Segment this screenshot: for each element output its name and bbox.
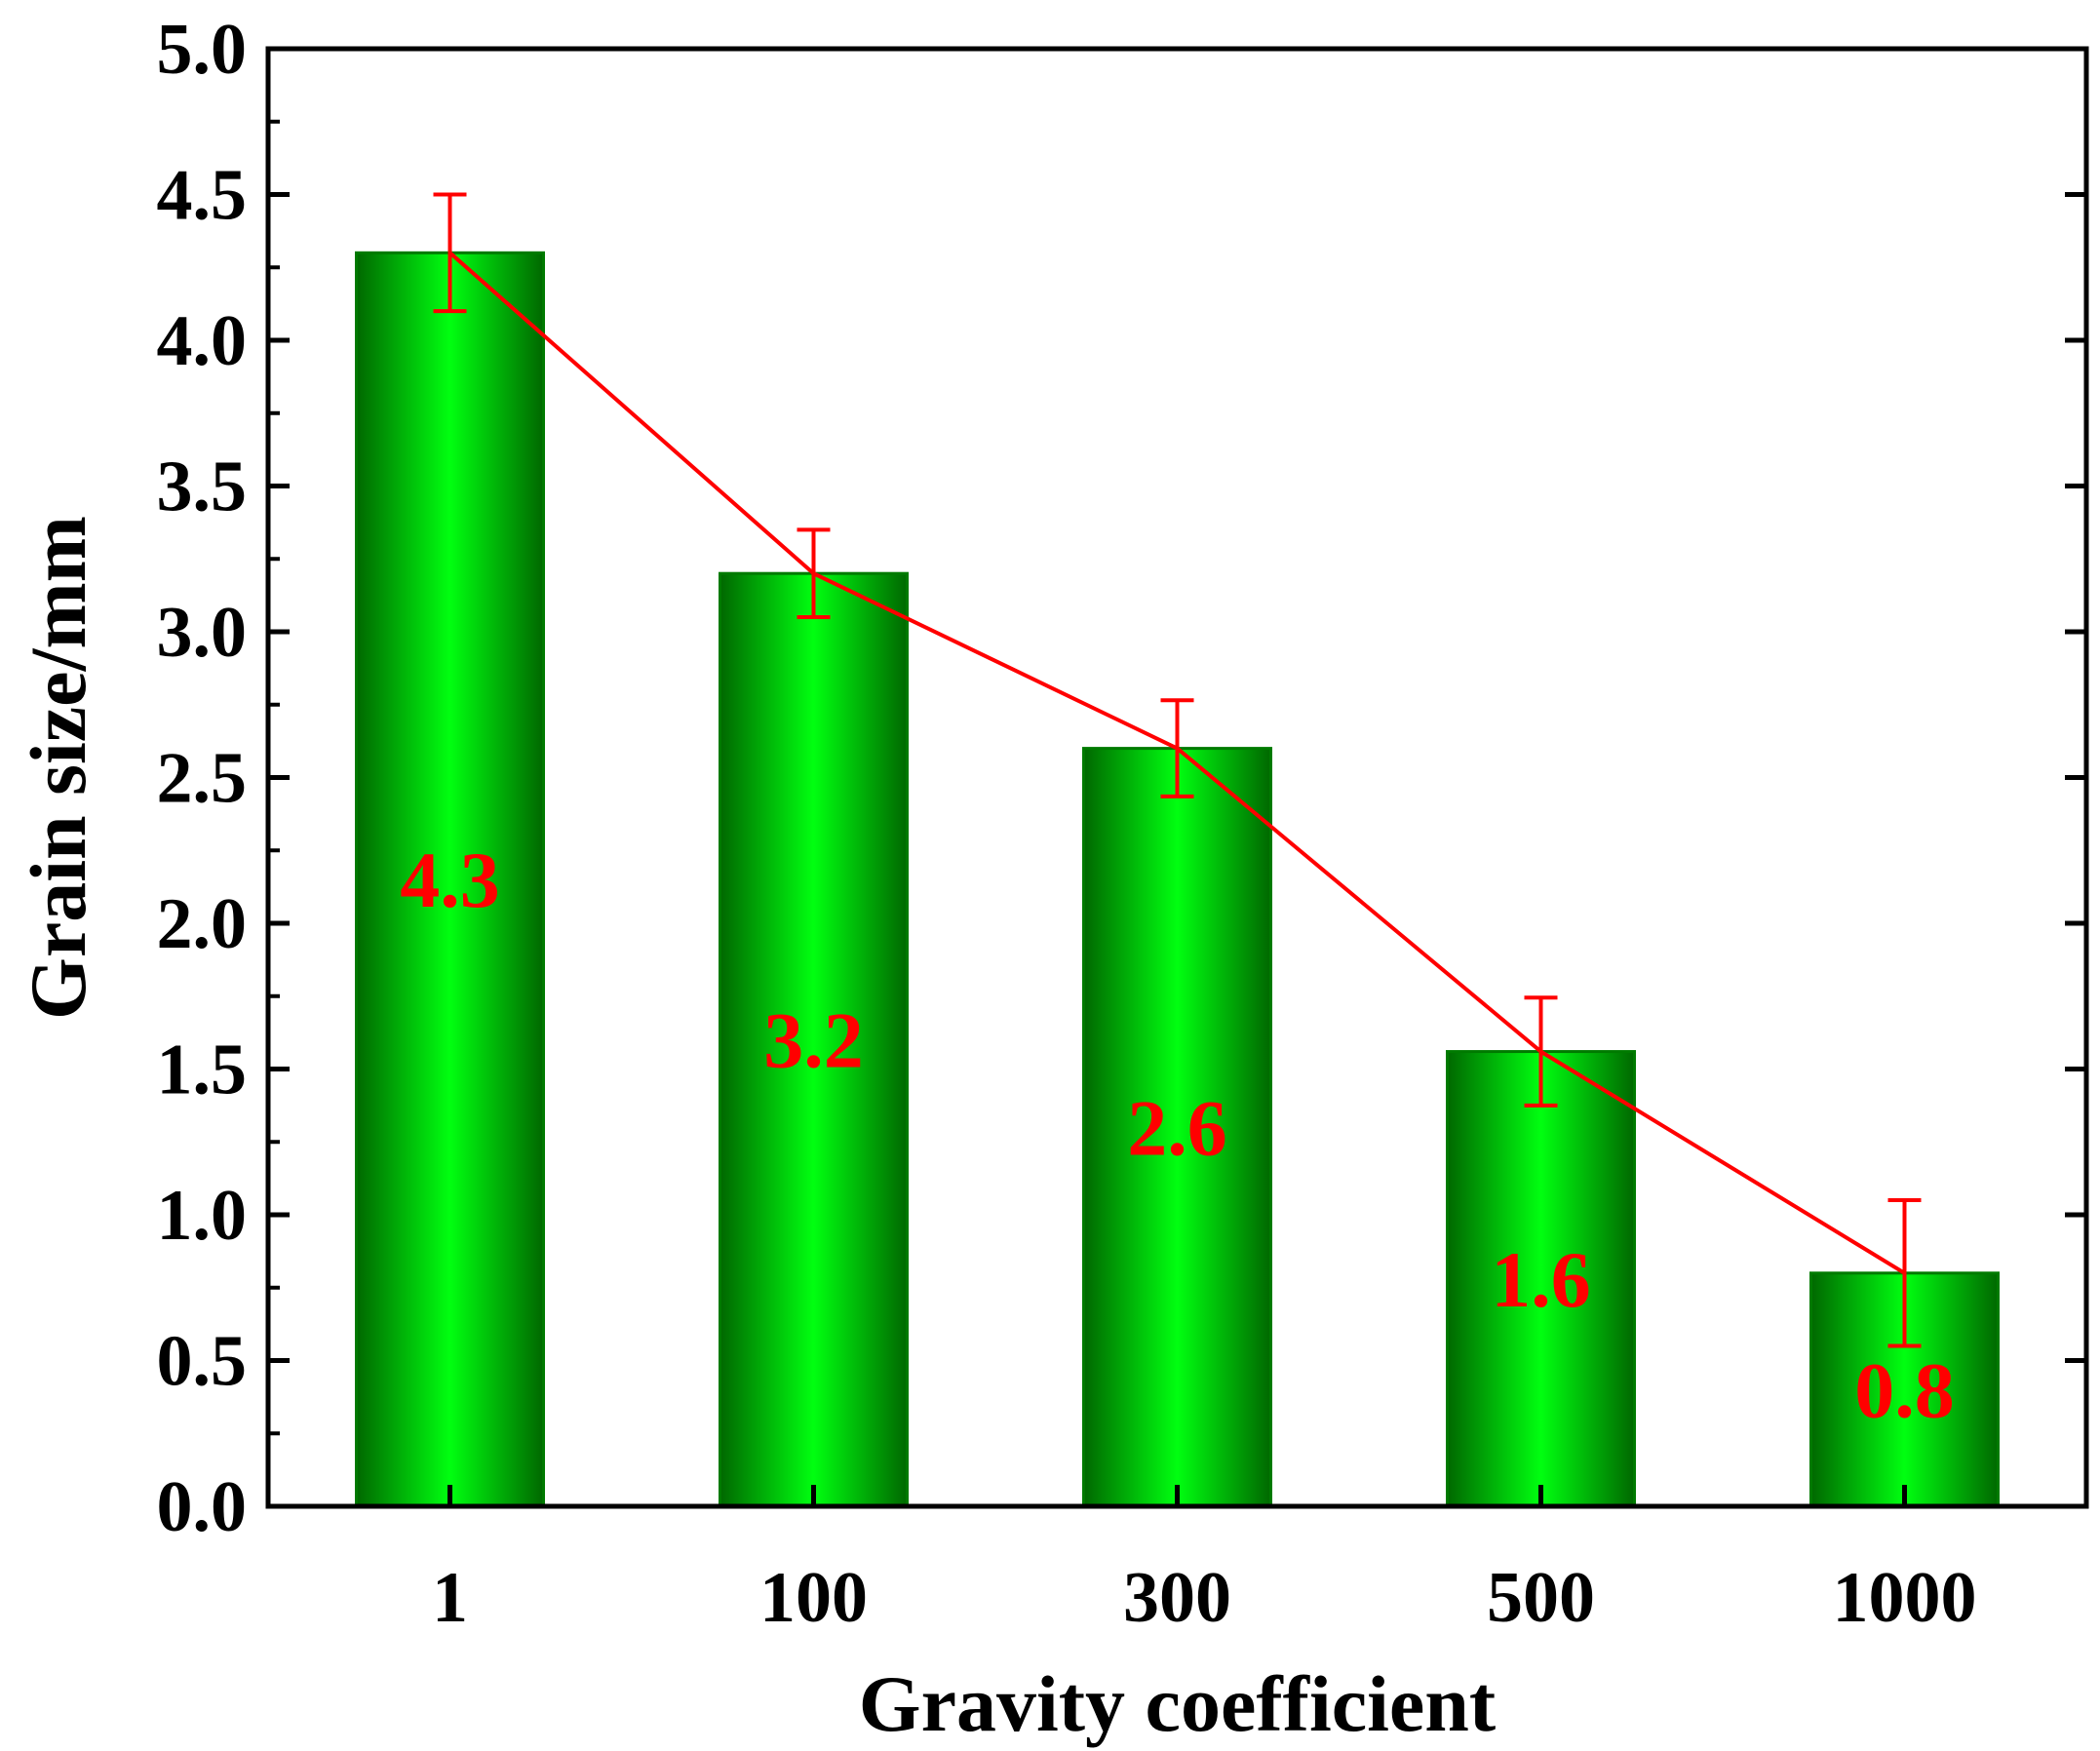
y-tick-label: 0.5 — [157, 1322, 248, 1402]
x-tick-label-1: 1 — [432, 1558, 468, 1638]
error-bar-300 — [1160, 698, 1194, 798]
y-tick-label: 3.5 — [157, 447, 248, 527]
x-tick-label-500: 500 — [1487, 1558, 1595, 1638]
y-tick-label: 3.0 — [157, 593, 248, 673]
x-tick-label-300: 300 — [1123, 1558, 1231, 1638]
data-label-100: 3.2 — [763, 996, 864, 1085]
y-tick-label: 1.5 — [157, 1031, 248, 1110]
error-bar-100 — [797, 527, 831, 620]
x-axis-title: Gravity coefficient — [859, 1659, 1496, 1748]
data-label-500: 1.6 — [1491, 1235, 1591, 1324]
y-tick-label: 4.0 — [157, 301, 248, 381]
bar-500 — [1446, 1050, 1636, 1508]
bar-100 — [719, 571, 909, 1508]
data-label-1: 4.3 — [400, 836, 500, 924]
error-bar-1000 — [1887, 1198, 1922, 1348]
error-bars-layer — [433, 192, 1922, 1348]
x-tick-label-100: 100 — [759, 1558, 868, 1638]
y-tick-label: 5.0 — [157, 10, 248, 90]
y-tick-label: 2.5 — [157, 739, 248, 819]
data-labels-layer: 4.3 3.2 2.6 1.6 0.8 — [400, 836, 1955, 1434]
x-tick-label-1000: 1000 — [1833, 1558, 1977, 1638]
y-axis-title: Grain size/mm — [14, 516, 102, 1020]
bars-layer — [355, 251, 2000, 1508]
y-tick-label: 0.0 — [157, 1467, 248, 1547]
x-axis-ticks: 1 100 300 500 1000 — [432, 1485, 1977, 1638]
data-label-1000: 0.8 — [1854, 1345, 1955, 1434]
data-label-300: 2.6 — [1127, 1083, 1227, 1172]
y-tick-label: 2.0 — [157, 884, 248, 964]
y-tick-label: 4.5 — [157, 156, 248, 236]
error-bar-1 — [433, 192, 467, 314]
y-tick-label: 1.0 — [157, 1176, 248, 1256]
bar-1 — [355, 251, 545, 1508]
y-axis-ticks: 0.0 0.5 1.0 1.5 2.0 2.5 3.0 3.5 4.0 4.5 5.0 — [157, 10, 2086, 1547]
error-bar-500 — [1524, 995, 1558, 1108]
